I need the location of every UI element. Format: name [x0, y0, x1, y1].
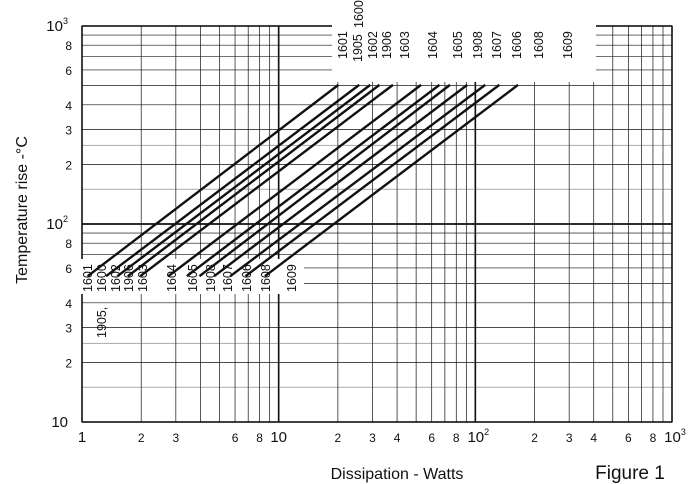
y-tick-label: 3 [65, 124, 72, 138]
x-tick-label: 4 [394, 431, 401, 445]
series-label-top-1906: 1906 [380, 31, 394, 59]
series-label-top-1600: 1600 [352, 0, 366, 28]
series-line-1608 [244, 83, 501, 278]
y-tick-label: 6 [65, 64, 72, 78]
y-tick-label: 2 [65, 158, 72, 172]
y-tick-label: 103 [46, 16, 68, 35]
y-tick-label: 4 [65, 297, 72, 311]
x-tick-label: 3 [566, 431, 573, 445]
x-tick-label: 2 [531, 431, 538, 445]
x-axis-title: Dissipation - Watts [331, 466, 464, 483]
x-tick-label: 3 [369, 431, 376, 445]
series-label-bottom-1908: 1908 [204, 264, 218, 292]
series-label-bottom-1602: 1602 [109, 264, 123, 292]
series-line-1607 [213, 83, 469, 278]
x-tick-label: 1 [78, 429, 86, 446]
series-label-top-1607: 1607 [490, 31, 504, 59]
series-label-top-1606: 1606 [510, 31, 524, 59]
y-tick-label: 8 [65, 237, 72, 251]
series-label-top-1609: 1609 [561, 31, 575, 59]
series-label-bottom-1603: 1603 [136, 264, 150, 292]
series-label-bottom-1606: 1606 [240, 264, 254, 292]
x-tick-label: 2 [335, 431, 342, 445]
series-line-1605 [186, 83, 441, 278]
x-tick-label: 6 [232, 431, 239, 445]
series-label-top-1908: 1908 [471, 31, 485, 59]
x-tick-label: 10 [270, 429, 287, 446]
series-line-1609 [264, 83, 519, 278]
series-line-1906 [127, 83, 381, 278]
x-tick-label: 8 [453, 431, 460, 445]
series-line-1601 [86, 83, 340, 278]
label-box-bottom [80, 259, 304, 294]
series-group [86, 83, 519, 278]
x-tick-label: 8 [256, 431, 263, 445]
y-tick-label: 4 [65, 99, 72, 113]
series-label-bottom-1600: 1600 [95, 264, 109, 292]
series-label-bottom-1905: 1905, [95, 307, 109, 338]
series-label-bottom-1609: 1609 [285, 264, 299, 292]
series-line-1604 [167, 83, 422, 278]
series-line-1606 [229, 83, 486, 278]
y-tick-label: 6 [65, 262, 72, 276]
series-labels: 1601 1600 1602 1906 1603 1604 1605 1908 1607 1606… [81, 0, 575, 338]
y-tick-label: 8 [65, 39, 72, 53]
series-label-bottom-1906: 1906 [122, 264, 136, 292]
x-tick-label: 2 [138, 431, 145, 445]
series-label-top-1602: 1602 [366, 31, 380, 59]
x-tick-label: 6 [428, 431, 435, 445]
x-tick-label: 6 [625, 431, 632, 445]
series-label-bottom-1607: 1607 [221, 264, 235, 292]
x-tick-label: 4 [590, 431, 597, 445]
series-label-top-1604: 1604 [426, 31, 440, 59]
series-label-top-1603: 1603 [398, 31, 412, 59]
series-line-1602 [116, 83, 371, 278]
y-axis-title: Temperature rise -°C [14, 136, 31, 284]
y-tick-label: 10 [51, 414, 68, 431]
label-box-top [332, 12, 596, 82]
series-label-bottom-1601: 1601 [81, 264, 95, 292]
x-axis-ticks: 1 2 3 6 8 10 2 3 4 6 8 102 2 3 4 6 8 103 [78, 427, 686, 446]
series-label-top-1905: 1905 [351, 34, 365, 62]
y-tick-label: 102 [46, 214, 68, 233]
x-tick-label: 8 [650, 431, 657, 445]
x-tick-label: 103 [664, 427, 686, 446]
grid [81, 25, 673, 423]
figure-label: Figure 1 [595, 463, 665, 484]
series-label-top-1605: 1605 [451, 31, 465, 59]
series-line-1905-1600 [105, 83, 360, 278]
series-label-bottom-1605: 1605 [186, 264, 200, 292]
series-line-1603 [139, 83, 394, 278]
series-label-top-1601: 1601 [336, 31, 350, 59]
x-tick-label: 102 [467, 427, 489, 446]
series-label-bottom-1604: 1604 [165, 264, 179, 292]
x-tick-label: 3 [172, 431, 179, 445]
series-label-bottom-1608: 1608 [259, 264, 273, 292]
y-tick-label: 2 [65, 356, 72, 370]
y-tick-label: 3 [65, 322, 72, 336]
series-line-1908 [198, 83, 451, 278]
series-label-top-1608: 1608 [532, 31, 546, 59]
